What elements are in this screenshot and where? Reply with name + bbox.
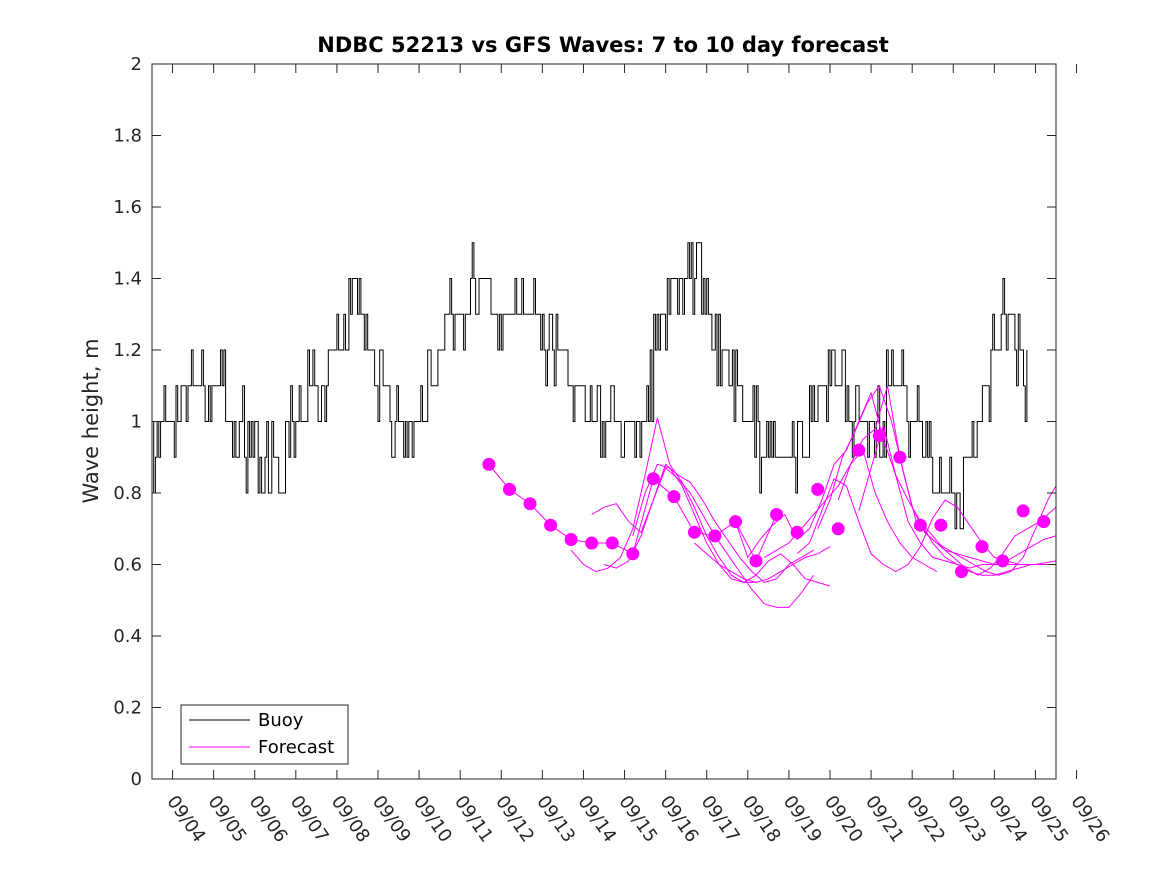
forecast-marker <box>667 490 681 504</box>
forecast-line <box>603 467 815 608</box>
forecast-marker <box>996 554 1010 568</box>
forecast-marker <box>585 536 599 550</box>
forecast-line <box>570 417 756 583</box>
forecast-line <box>694 542 831 583</box>
forecast-marker <box>955 565 968 579</box>
forecast-line <box>919 521 1056 576</box>
forecast-marker <box>831 522 845 536</box>
forecast-marker <box>872 429 886 443</box>
forecast-marker <box>482 457 496 471</box>
y-tick-label: 0.2 <box>113 698 142 719</box>
y-tick-label: 0 <box>131 769 142 790</box>
y-tick-label: 0.6 <box>113 555 142 576</box>
forecast-marker <box>852 443 866 457</box>
y-axis: 0 0.2 0.4 0.6 0.8 1 1.2 1.4 1.6 1.8 2 <box>113 54 1056 790</box>
forecast-marker <box>749 554 763 568</box>
y-tick-label: 1.2 <box>113 340 142 361</box>
y-tick-label: 1.4 <box>113 269 142 290</box>
forecast-line <box>591 463 814 583</box>
legend: Buoy Forecast <box>180 704 349 765</box>
forecast-marker <box>544 518 558 532</box>
forecast-marker <box>503 482 516 496</box>
forecast-line <box>837 385 1057 576</box>
forecast-marker <box>913 518 927 532</box>
forecast-marker <box>1016 504 1030 518</box>
buoy-series <box>152 242 1028 530</box>
forecast-markers <box>482 429 1051 579</box>
forecast-marker <box>1037 515 1051 529</box>
y-tick-label: 1.8 <box>113 126 142 147</box>
forecast-marker <box>811 482 825 496</box>
forecast-marker <box>708 529 722 543</box>
y-tick-label: 1 <box>131 412 142 433</box>
forecast-marker <box>626 547 640 561</box>
legend-buoy-label: Buoy <box>258 710 304 731</box>
forecast-line <box>764 449 938 573</box>
y-tick-label: 0.8 <box>113 483 142 504</box>
forecast-marker <box>729 515 742 529</box>
forecast-marker <box>605 536 619 550</box>
y-tick-label: 0.4 <box>113 626 142 647</box>
y-tick-label: 1.6 <box>113 197 142 218</box>
forecast-marker <box>790 525 804 539</box>
forecast-line <box>632 463 831 587</box>
forecast-marker <box>523 497 537 511</box>
forecast-marker <box>975 540 989 554</box>
forecast-marker <box>564 533 578 546</box>
buoy-line <box>152 242 1028 530</box>
y-tick-label: 2 <box>131 54 142 75</box>
forecast-line <box>817 384 1057 576</box>
forecast-marker <box>646 472 660 486</box>
chart-title: NDBC 52213 vs GFS Waves: 7 to 10 day for… <box>317 33 888 57</box>
forecast-marker <box>770 508 784 521</box>
forecast-marker <box>893 450 907 464</box>
legend-forecast-label: Forecast <box>258 737 334 758</box>
forecast-marker <box>687 525 701 539</box>
y-axis-label: Wave height, m <box>79 338 103 503</box>
legend-box <box>180 704 349 765</box>
forecast-line <box>858 423 1057 566</box>
forecast-marker <box>934 518 948 532</box>
